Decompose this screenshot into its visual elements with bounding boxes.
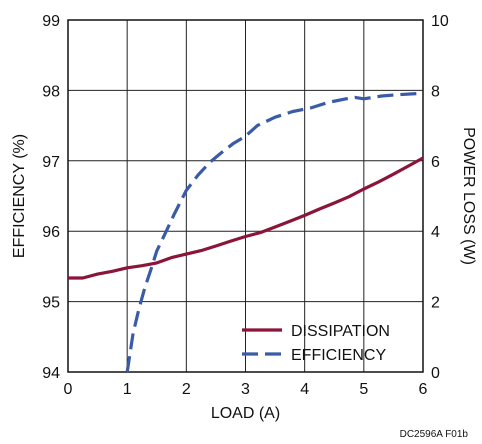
x-tick-label: 0 [64, 381, 73, 398]
x-axis-title: LOAD (A) [211, 405, 280, 422]
y-tick-label-left: 98 [42, 83, 60, 100]
plot-frame [67, 19, 424, 373]
y-tick-label-left: 96 [42, 224, 60, 241]
series-line-dissipation [68, 156, 424, 280]
y-tick-label-right: 4 [431, 224, 440, 241]
y-tick-label-left: 97 [42, 154, 60, 171]
x-tick-label: 4 [300, 381, 309, 398]
y-tick-label-left: 99 [42, 13, 60, 30]
legend: DISSIPATION EFFICIENCY [242, 323, 390, 364]
x-tick-label: 3 [241, 381, 250, 398]
figure-footnote: DC2596A F01b [400, 429, 469, 440]
x-tick-label: 5 [359, 381, 368, 398]
x-tick-label: 1 [123, 381, 132, 398]
legend-label-efficiency: EFFICIENCY [291, 347, 386, 364]
y-tick-label-right: 2 [431, 295, 440, 312]
series-line-efficiency [125, 91, 424, 373]
series-layer [68, 91, 424, 373]
y-axis-title-left: EFFICIENCY (%) [11, 134, 28, 258]
y-tick-label-right: 6 [431, 154, 440, 171]
y-axis-title-right: POWER LOSS (W) [460, 127, 477, 265]
tick-labels: 0 1 2 3 4 5 6 94 95 96 97 98 99 0 2 4 6 8 10 [42, 13, 449, 398]
y-tick-label-left: 95 [42, 295, 60, 312]
x-tick-label: 2 [182, 381, 191, 398]
y-tick-label-right: 0 [431, 365, 440, 382]
grid [68, 20, 423, 372]
y-tick-label-left: 94 [42, 365, 60, 382]
y-tick-label-right: 10 [431, 13, 449, 30]
legend-label-dissipation: DISSIPATION [291, 323, 390, 340]
y-tick-label-right: 8 [431, 83, 440, 100]
x-tick-label: 6 [419, 381, 428, 398]
